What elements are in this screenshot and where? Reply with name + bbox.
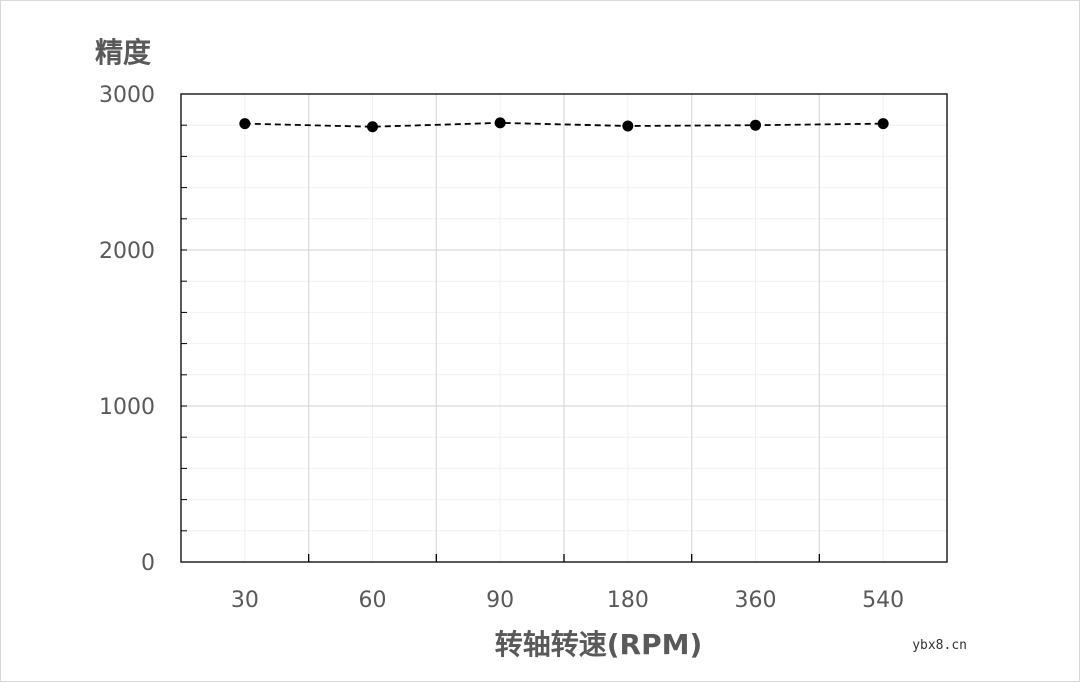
- y-tick-labels: 0 1000 2000 3000: [99, 83, 155, 576]
- series-line: [244, 121, 884, 128]
- x-tick-label: 30: [231, 588, 259, 613]
- axis-ticks: [181, 124, 820, 562]
- x-tick-label: 540: [862, 588, 904, 613]
- x-axis-title: 转轴转速(RPM): [494, 628, 703, 661]
- data-point: [367, 121, 378, 133]
- y-axis-title: 精度: [95, 36, 152, 69]
- x-tick-labels: 30 60 90 180 360 540: [231, 588, 904, 613]
- data-point: [750, 119, 761, 131]
- y-tick-label: 1000: [99, 395, 155, 420]
- data-point: [622, 120, 634, 132]
- x-tick-label: 360: [735, 588, 777, 613]
- grid-lines: [181, 94, 947, 562]
- watermark: ybx8.cn: [912, 638, 967, 653]
- y-tick-label: 0: [141, 551, 155, 576]
- x-tick-label: 90: [486, 588, 514, 613]
- series-group: [239, 117, 889, 133]
- x-tick-label: 60: [359, 588, 387, 613]
- y-tick-label: 2000: [99, 239, 155, 264]
- data-point: [494, 117, 506, 129]
- data-point: [877, 118, 889, 130]
- x-tick-label: 180: [607, 588, 649, 613]
- data-point: [239, 118, 251, 130]
- y-tick-label: 3000: [99, 83, 155, 108]
